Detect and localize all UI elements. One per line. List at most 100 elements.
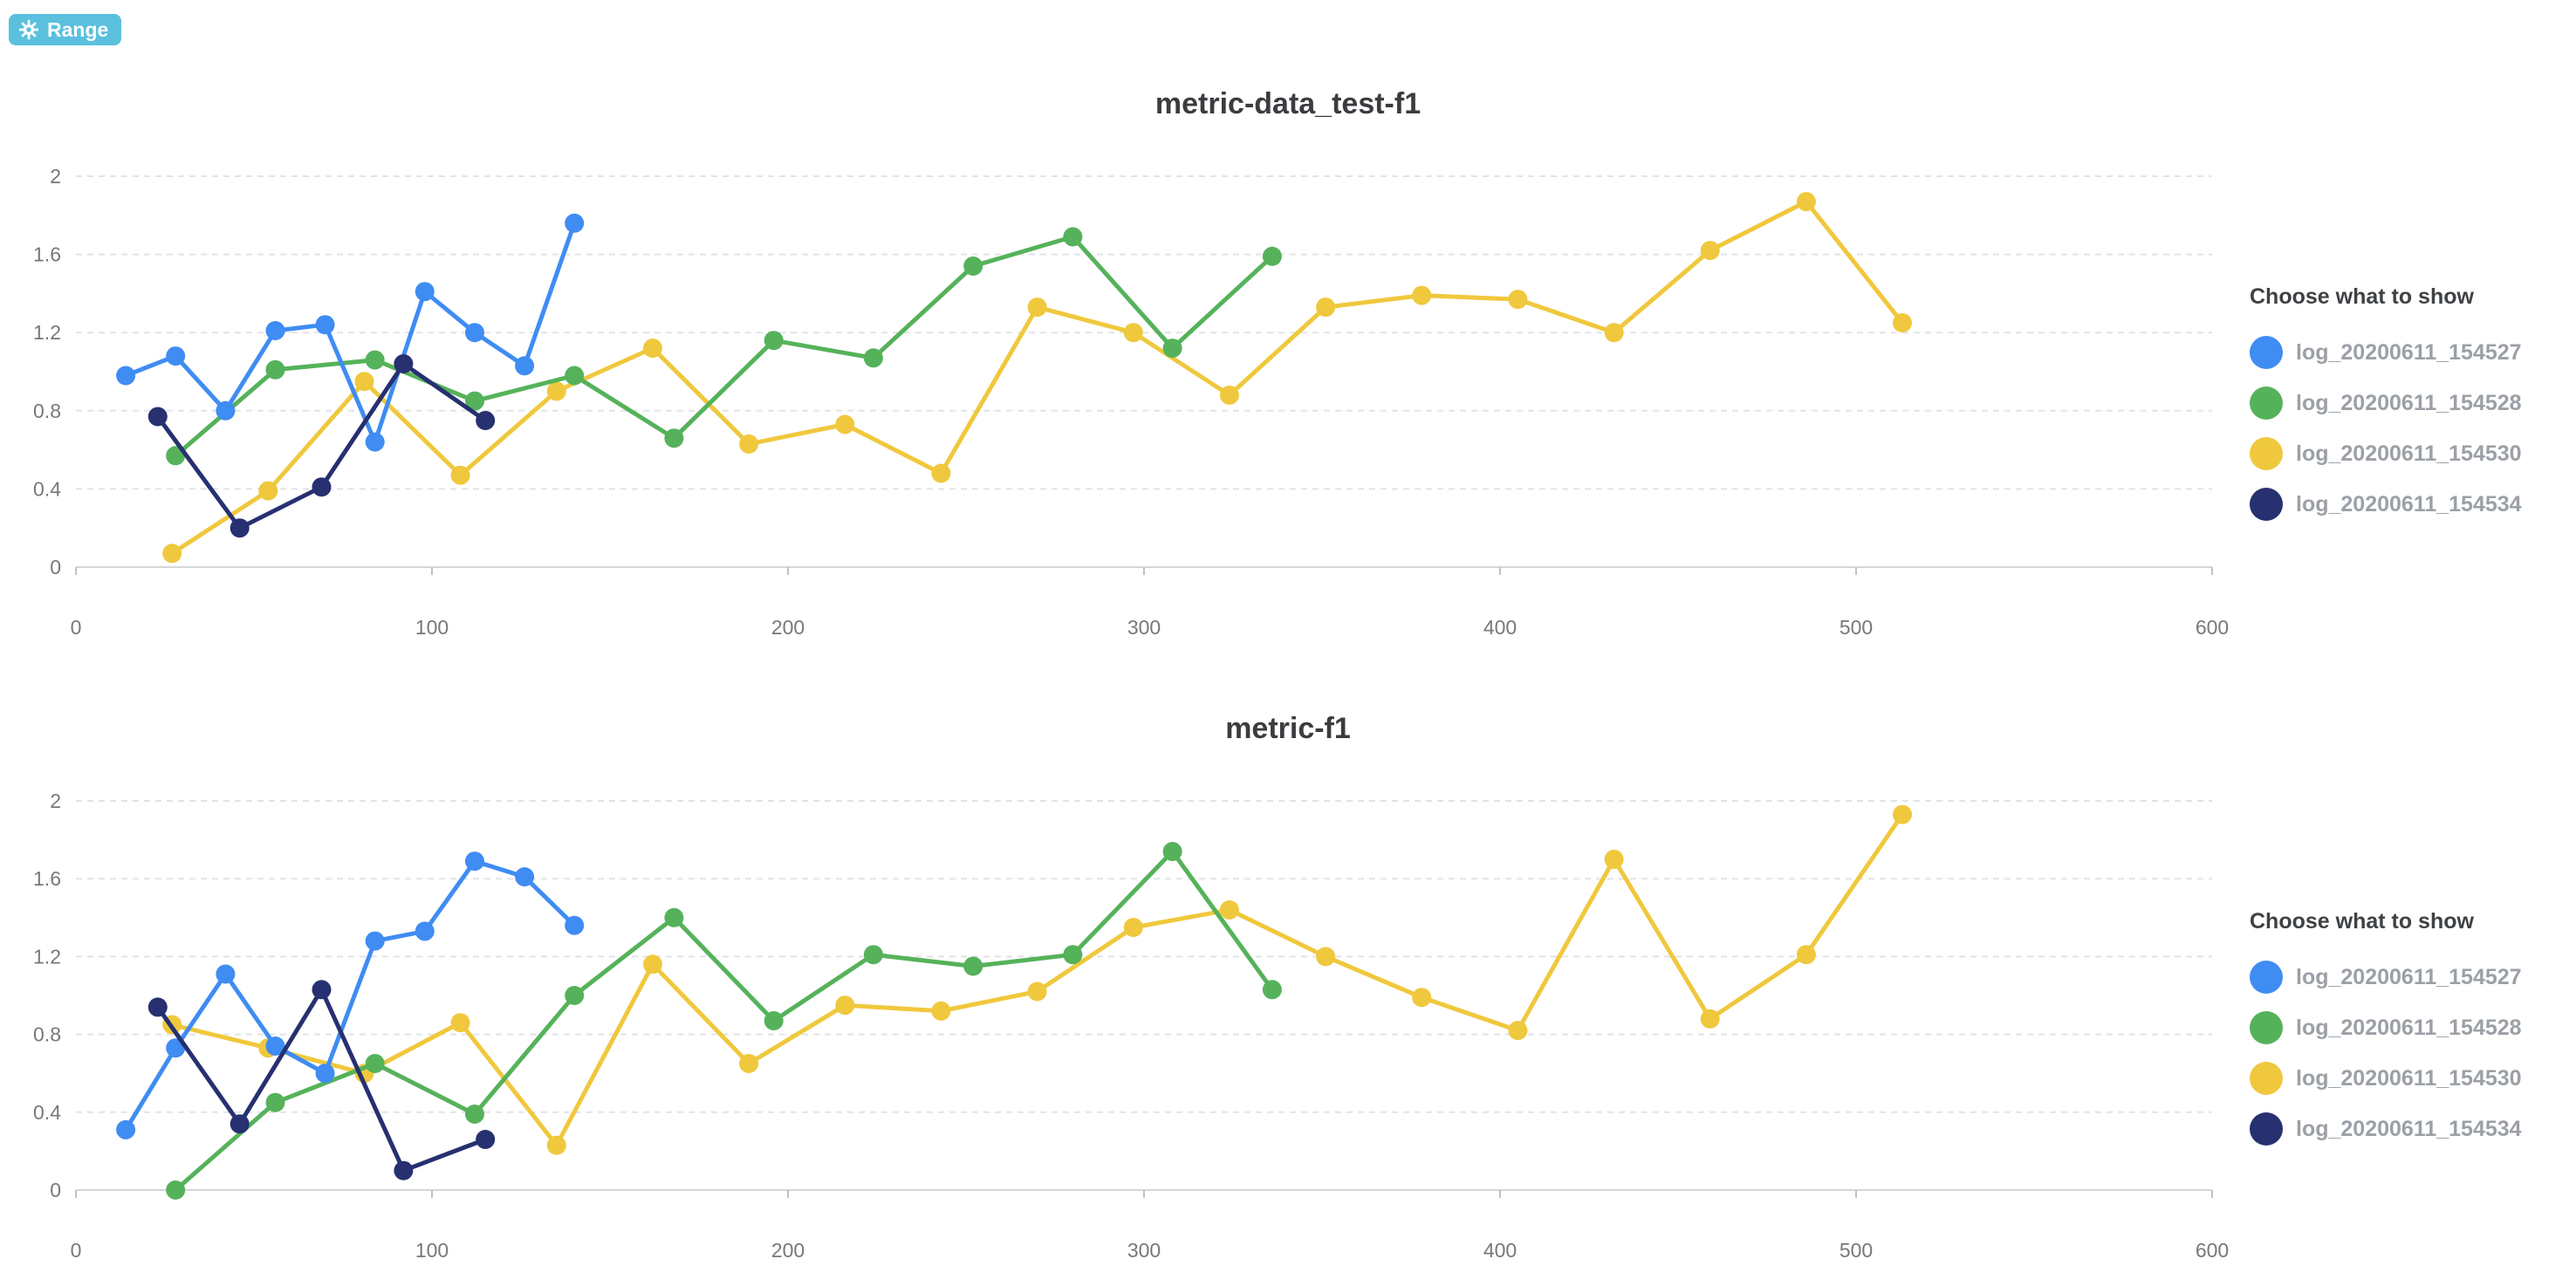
data-point bbox=[465, 323, 484, 343]
data-point bbox=[739, 1054, 759, 1073]
legend-item-log_20200611_154534[interactable]: log_20200611_154534 bbox=[2250, 479, 2573, 530]
data-point bbox=[664, 428, 684, 448]
legend-color-dot bbox=[2250, 386, 2283, 420]
data-point bbox=[764, 1011, 784, 1030]
series-log_20200611_154527 bbox=[116, 213, 585, 452]
y-axis-tick-label: 0.4 bbox=[33, 477, 61, 500]
data-point bbox=[1262, 980, 1282, 1000]
y-axis-tick-label: 0 bbox=[50, 1179, 61, 1201]
legend-bottom: Choose what to show log_20200611_154527 l… bbox=[2250, 909, 2573, 1154]
data-point bbox=[414, 282, 435, 302]
data-point bbox=[546, 1135, 566, 1155]
y-axis-tick-label: 0 bbox=[50, 556, 61, 578]
x-axis-tick-label: 600 bbox=[2196, 616, 2229, 639]
data-point bbox=[162, 544, 182, 564]
data-point bbox=[1162, 339, 1182, 359]
legend-item-log_20200611_154527[interactable]: log_20200611_154527 bbox=[2250, 952, 2573, 1002]
data-point bbox=[1796, 192, 1816, 212]
legend-color-dot bbox=[2250, 488, 2283, 521]
data-point bbox=[354, 372, 374, 392]
x-axis-tick-label: 0 bbox=[71, 1239, 82, 1262]
series-log_20200611_154534 bbox=[147, 354, 496, 538]
data-point bbox=[394, 354, 414, 373]
data-point bbox=[1604, 323, 1624, 343]
y-axis-tick-label: 0.4 bbox=[33, 1101, 61, 1124]
data-point bbox=[465, 391, 484, 411]
data-point bbox=[265, 1036, 285, 1056]
data-point bbox=[476, 1130, 496, 1149]
data-point bbox=[664, 907, 684, 927]
legend-item-label: log_20200611_154527 bbox=[2296, 339, 2522, 365]
range-button-label: Range bbox=[47, 17, 109, 41]
data-point bbox=[931, 1001, 951, 1021]
data-point bbox=[230, 518, 250, 538]
data-point bbox=[835, 414, 855, 434]
data-point bbox=[1412, 988, 1432, 1008]
data-point bbox=[1027, 982, 1047, 1002]
range-button[interactable]: Range bbox=[9, 14, 122, 45]
data-point bbox=[265, 321, 285, 340]
data-point bbox=[465, 1105, 484, 1124]
data-point bbox=[1123, 323, 1143, 343]
data-point bbox=[450, 465, 470, 485]
data-point bbox=[265, 359, 285, 380]
series-line bbox=[169, 812, 1905, 1148]
data-point bbox=[515, 867, 535, 886]
y-axis-tick-label: 1.6 bbox=[33, 243, 61, 266]
legend-color-dot bbox=[2250, 336, 2283, 369]
chart-title: metric-data_test-f1 bbox=[1155, 87, 1421, 120]
x-axis-tick-label: 500 bbox=[1840, 1239, 1873, 1262]
data-point bbox=[465, 852, 484, 872]
data-point bbox=[116, 1119, 136, 1139]
legend-color-dot bbox=[2250, 961, 2283, 994]
data-point bbox=[1162, 842, 1182, 861]
legend-top: Choose what to show log_20200611_154527 l… bbox=[2250, 284, 2573, 530]
y-axis-tick-label: 1.6 bbox=[33, 867, 61, 890]
y-axis-tick-label: 2 bbox=[50, 165, 61, 188]
data-point bbox=[166, 1180, 186, 1200]
legend-item-label: log_20200611_154534 bbox=[2296, 491, 2522, 516]
data-point bbox=[1893, 313, 1912, 332]
data-point bbox=[835, 995, 855, 1016]
series-line bbox=[123, 858, 577, 1132]
data-point bbox=[1123, 918, 1143, 937]
legend-color-dot bbox=[2250, 1112, 2283, 1146]
legend-item-log_20200611_154530[interactable]: log_20200611_154530 bbox=[2250, 428, 2573, 479]
data-point bbox=[565, 986, 585, 1005]
data-point bbox=[315, 1064, 335, 1084]
chart-metric-data-test-f1: metric-data_test-f1 0 0.4 0.8 1.2 1.6 2 0 100 200… bbox=[33, 87, 2229, 639]
data-point bbox=[365, 931, 385, 951]
legend-item-label: log_20200611_154530 bbox=[2296, 1065, 2522, 1091]
legend-item-label: log_20200611_154528 bbox=[2296, 390, 2522, 415]
series-line bbox=[173, 849, 1275, 1193]
series-line bbox=[123, 221, 577, 445]
data-point bbox=[515, 356, 535, 376]
data-point bbox=[365, 432, 385, 452]
series-log_20200611_154528 bbox=[166, 227, 1282, 466]
gear-icon bbox=[18, 19, 39, 40]
data-point bbox=[216, 400, 236, 421]
y-axis-tick-label: 1.2 bbox=[33, 945, 61, 968]
data-point bbox=[312, 477, 332, 497]
legend-item-log_20200611_154528[interactable]: log_20200611_154528 bbox=[2250, 1002, 2573, 1053]
legend-item-log_20200611_154530[interactable]: log_20200611_154530 bbox=[2250, 1053, 2573, 1104]
x-axis-tick-label: 600 bbox=[2196, 1239, 2229, 1262]
data-point bbox=[963, 257, 983, 276]
data-point bbox=[414, 921, 435, 941]
data-point bbox=[1219, 900, 1239, 920]
data-point bbox=[1316, 298, 1336, 318]
data-point bbox=[365, 350, 385, 370]
data-point bbox=[931, 463, 951, 483]
legend-item-log_20200611_154527[interactable]: log_20200611_154527 bbox=[2250, 327, 2573, 378]
x-axis-tick-label: 500 bbox=[1840, 616, 1873, 639]
data-point bbox=[147, 997, 168, 1017]
legend-item-log_20200611_154528[interactable]: log_20200611_154528 bbox=[2250, 378, 2573, 428]
y-axis-tick-label: 2 bbox=[50, 790, 61, 812]
data-point bbox=[1604, 849, 1624, 869]
legend-item-log_20200611_154534[interactable]: log_20200611_154534 bbox=[2250, 1104, 2573, 1154]
data-point bbox=[739, 434, 759, 454]
series-log_20200611_154534 bbox=[147, 980, 496, 1180]
x-axis-tick-label: 400 bbox=[1483, 1239, 1517, 1262]
data-point bbox=[312, 980, 332, 1000]
data-point bbox=[1063, 227, 1083, 247]
